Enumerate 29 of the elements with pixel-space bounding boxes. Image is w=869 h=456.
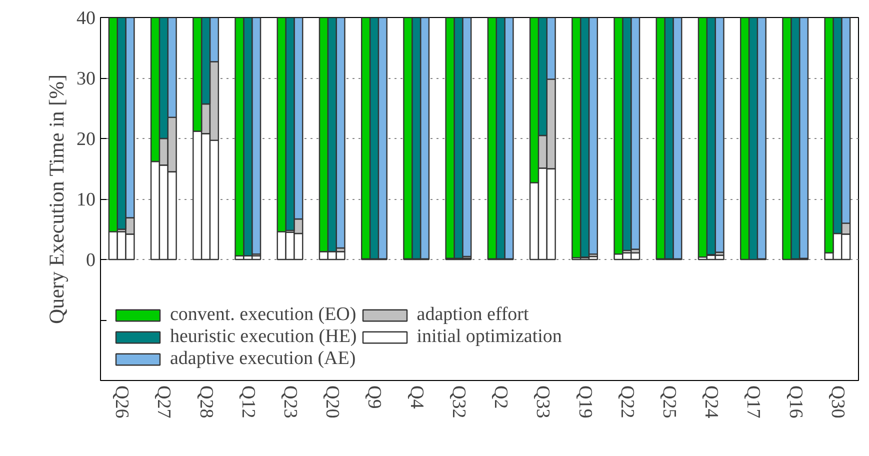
y-axis-title: Query Execution Time in [%] [44, 74, 68, 324]
y-tick-label: 40 [76, 8, 96, 29]
x-tick-label: Q2 [490, 386, 512, 409]
y-tick-label: 0 [86, 250, 96, 271]
x-tick-label: Q33 [532, 386, 554, 418]
y-tick-label: 10 [76, 190, 96, 210]
x-tick-label: Q12 [237, 386, 258, 418]
x-tick-label: Q4 [406, 386, 427, 410]
x-tick-label: Q16 [784, 386, 806, 418]
y-tick-label: 20 [76, 129, 96, 150]
x-tick-label: Q24 [700, 386, 722, 419]
x-tick-label: Q19 [574, 386, 596, 418]
x-tick-label: Q28 [195, 386, 216, 418]
x-tick-label: Q22 [616, 386, 638, 418]
x-tick-label: Q20 [322, 386, 343, 418]
x-tick-label: Q26 [111, 386, 132, 418]
x-tick-label: Q9 [364, 386, 385, 409]
x-tick-label: Q17 [742, 386, 764, 418]
legend-label: adaption effort [416, 304, 529, 326]
x-tick-label: Q30 [826, 386, 848, 418]
legend-label: convent. execution (EO) [170, 304, 356, 326]
y-tick-label: 30 [76, 68, 96, 90]
x-tick-label: Q27 [153, 386, 174, 418]
legend-label: adaptive execution (AE) [170, 348, 356, 370]
x-tick-label: Q32 [448, 386, 469, 418]
x-tick-label: Q23 [280, 386, 300, 418]
x-tick-label: Q25 [658, 386, 680, 418]
legend-label: heuristic execution (HE) [170, 326, 357, 348]
legend-label: initial optimization [416, 326, 562, 348]
